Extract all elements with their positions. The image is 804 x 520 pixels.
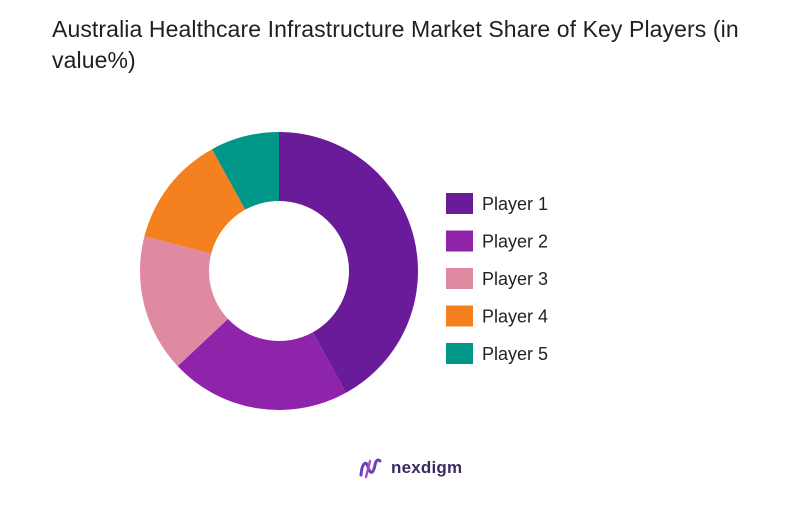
legend-swatch-5 <box>446 343 473 364</box>
donut-slice-3 <box>140 236 228 367</box>
chart-title: Australia Healthcare Infrastructure Mark… <box>52 16 739 73</box>
legend-swatch-4 <box>446 305 473 327</box>
legend-label-5: Player 5 <box>482 344 548 364</box>
legend-label-3: Player 3 <box>482 269 548 289</box>
donut-slices <box>140 132 419 411</box>
legend: Player 1 Player 2 Player 3 Player 4 Player 5 <box>446 193 548 364</box>
legend-label-4: Player 4 <box>482 307 548 327</box>
donut-slice-1 <box>279 132 419 393</box>
donut-slice-4 <box>144 149 246 254</box>
legend-label-2: Player 2 <box>482 232 548 252</box>
donut-slice-5 <box>212 132 279 210</box>
brand-logo: nexdigm <box>358 453 462 483</box>
legend-label-1: Player 1 <box>482 194 548 214</box>
nexdigm-logo-icon <box>359 458 382 479</box>
legend-swatch-3 <box>446 268 473 289</box>
legend-swatch-1 <box>446 193 473 214</box>
donut-slice-2 <box>177 318 346 411</box>
legend-swatch-2 <box>446 230 473 252</box>
brand-name: nexdigm <box>391 458 463 477</box>
